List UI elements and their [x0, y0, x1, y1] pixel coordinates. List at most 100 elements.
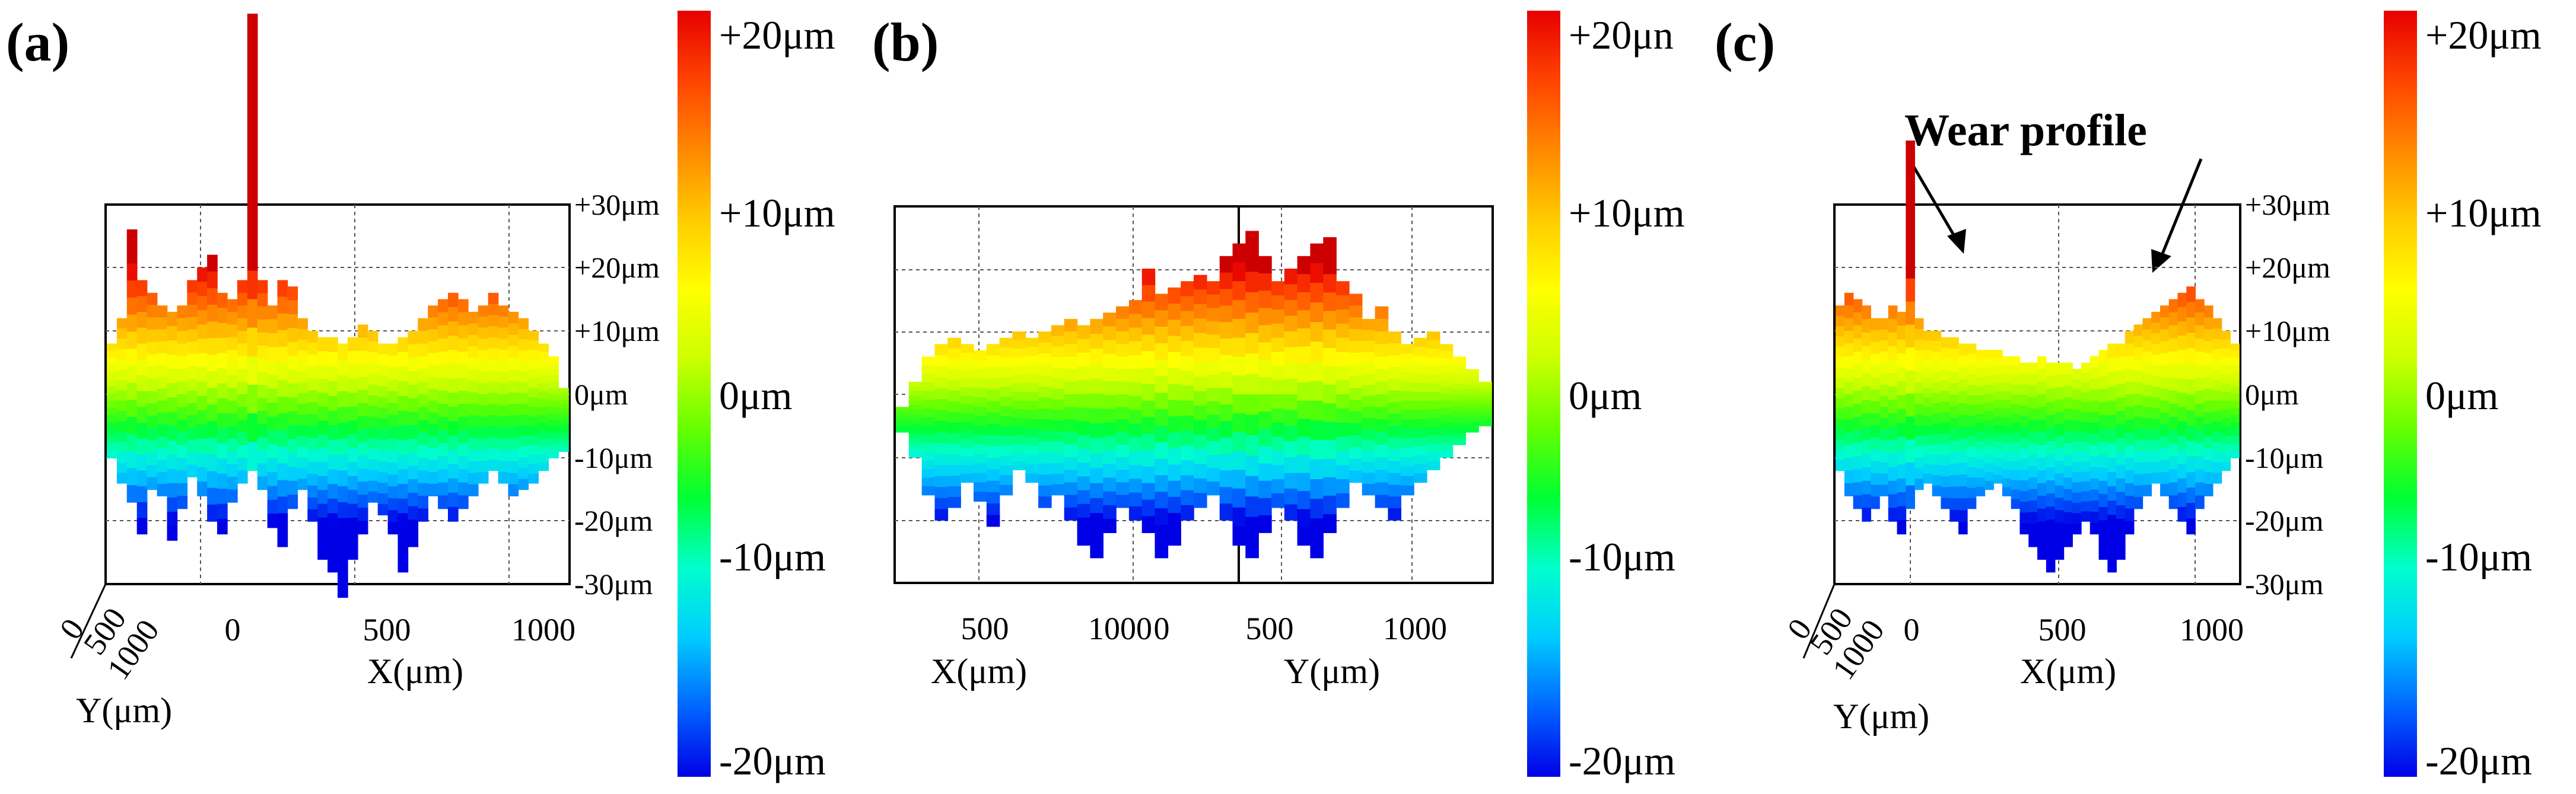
surface-segment	[207, 421, 218, 439]
surface-segment	[498, 361, 509, 373]
surface-segment	[1844, 394, 1854, 408]
surface-segment	[2212, 359, 2222, 371]
surface-segment	[1232, 243, 1246, 263]
surface-segment	[1323, 495, 1337, 515]
surface-segment	[2212, 452, 2222, 463]
surface-segment	[2212, 318, 2222, 329]
surface-segment	[1271, 479, 1285, 494]
surface-segment	[2142, 451, 2152, 463]
surface-segment	[2160, 329, 2170, 342]
surface-segment	[1401, 344, 1414, 354]
surface-segment	[2011, 394, 2021, 404]
surface-segment	[287, 383, 298, 398]
surface-segment	[2090, 367, 2100, 379]
surface-segment	[1401, 466, 1414, 477]
surface-segment	[1888, 494, 1898, 508]
surface-segment	[1879, 385, 1889, 397]
surface-segment	[1297, 419, 1311, 438]
surface-segment	[2055, 436, 2065, 449]
surface-segment	[2116, 532, 2126, 547]
surface-segment	[934, 388, 949, 400]
surface-segment	[347, 462, 358, 477]
surface-segment	[1077, 503, 1091, 518]
surface-segment	[947, 369, 961, 381]
surface-segment	[1950, 429, 1959, 442]
surface-segment	[2151, 397, 2161, 409]
panel-c: (c) Wear profile 0 500 1000 Y(μm)	[1715, 11, 2542, 783]
surface-segment	[1012, 357, 1026, 367]
surface-segment	[2002, 409, 2012, 418]
colorbar-a-tick-2: 0μm	[719, 373, 792, 418]
surface-segment	[1271, 337, 1285, 353]
surface-segment	[908, 424, 923, 430]
surface-segment	[1336, 451, 1350, 465]
surface-segment	[277, 380, 288, 397]
surface-segment	[1967, 353, 1977, 365]
surface-segment	[974, 416, 987, 426]
surface-segment	[1336, 479, 1350, 494]
surface-segment	[1362, 385, 1376, 397]
surface-segment	[1388, 414, 1401, 426]
surface-segment	[217, 368, 228, 384]
surface-segment	[1906, 347, 1915, 371]
surface-segment	[167, 397, 178, 413]
surface-segment	[2063, 374, 2073, 387]
surface-segment	[2160, 305, 2170, 318]
surface-segment	[986, 469, 1000, 481]
surface-segment	[1844, 483, 1854, 496]
surface-segment	[538, 454, 549, 463]
surface-segment	[2090, 456, 2100, 468]
surface-segment	[187, 366, 198, 379]
surface-segment	[2055, 448, 2065, 462]
surface-segment	[307, 438, 318, 451]
colorbar-a-tick-4: -20μm	[719, 738, 826, 783]
y-tick-b-2: 1000	[1383, 611, 1447, 646]
surface-segment	[1914, 457, 1924, 469]
surface-segment	[1323, 477, 1337, 496]
surface-segment	[518, 382, 529, 394]
surface-segment	[1958, 474, 1968, 487]
surface-segment	[187, 342, 198, 355]
surface-segment	[1950, 383, 1959, 396]
surface-segment	[387, 438, 399, 451]
surface-segment	[377, 472, 389, 483]
surface-segment	[1871, 330, 1880, 343]
surface-segment	[528, 416, 539, 427]
surface-segment	[177, 483, 188, 496]
colorbar-b-tick-3: -10μm	[1569, 534, 1675, 579]
surface-segment	[1871, 484, 1880, 498]
surface-segment	[408, 398, 419, 413]
surface-segment	[428, 341, 438, 354]
surface-segment	[1012, 392, 1026, 401]
surface-segment	[1284, 315, 1298, 332]
surface-segment	[1181, 415, 1194, 431]
surface-segment	[167, 412, 178, 427]
surface-segment	[2186, 441, 2196, 457]
surface-segment	[1836, 409, 1845, 420]
surface-segment	[458, 456, 469, 470]
surface-segment	[167, 383, 178, 398]
surface-segment	[116, 390, 128, 401]
surface-segment	[1116, 306, 1130, 320]
surface-segment	[1426, 340, 1440, 349]
y-axis-b: 0 500 1000 Y(μm)	[1154, 611, 1448, 691]
surface-segment	[2195, 430, 2205, 444]
surface-segment	[1950, 452, 1959, 464]
surface-segment	[1976, 450, 1986, 460]
surface-segment	[2063, 489, 2073, 501]
surface-segment	[227, 324, 238, 338]
surface-segment	[338, 375, 348, 392]
surface-segment	[2090, 445, 2100, 457]
surface-segment	[2177, 378, 2187, 394]
surface-segment	[2133, 393, 2144, 406]
surface-segment	[508, 461, 519, 474]
surface-segment	[2142, 418, 2152, 430]
surface-segment	[2177, 492, 2187, 508]
surface-segment	[1941, 487, 1950, 499]
surface-segment	[1258, 377, 1272, 395]
surface-segment	[1103, 326, 1117, 341]
surface-segment	[934, 399, 949, 411]
surface-segment	[2221, 444, 2231, 454]
surface-segment	[1090, 513, 1103, 529]
surface-segment	[488, 448, 499, 460]
